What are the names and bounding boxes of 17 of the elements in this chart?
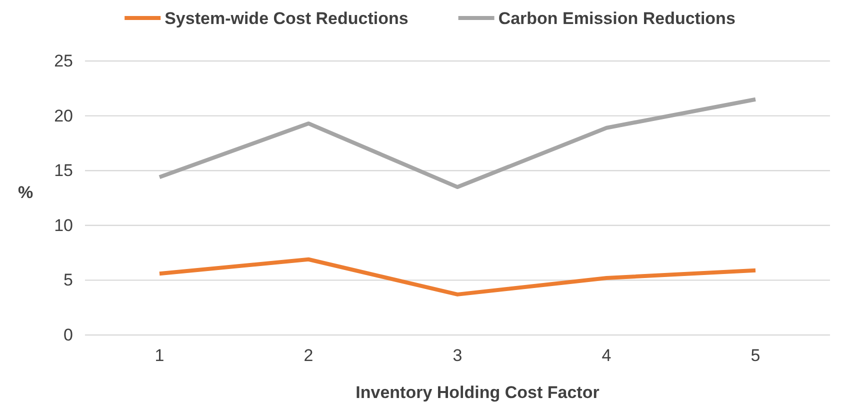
x-tick-label: 3 — [452, 346, 462, 366]
legend-label: System-wide Cost Reductions — [164, 9, 408, 28]
y-tick-label: 5 — [64, 270, 73, 290]
y-tick-label: 0 — [64, 325, 73, 344]
y-tick-label: 10 — [54, 216, 73, 235]
x-tick-label: 2 — [304, 346, 314, 366]
x-axis-title: Inventory Holding Cost Factor — [356, 383, 600, 402]
line-series — [158, 257, 758, 296]
x-tick-label: 5 — [750, 346, 760, 366]
y-axis-title: % — [18, 183, 34, 202]
y-tick-label: 15 — [54, 161, 73, 180]
line-series — [158, 97, 758, 190]
x-tick-label: 1 — [154, 346, 164, 366]
legend-label: Carbon Emission Reductions — [498, 9, 736, 28]
y-tick-label: 20 — [54, 106, 73, 126]
x-tick-label: 4 — [602, 346, 612, 366]
y-tick-label: 25 — [54, 51, 73, 70]
